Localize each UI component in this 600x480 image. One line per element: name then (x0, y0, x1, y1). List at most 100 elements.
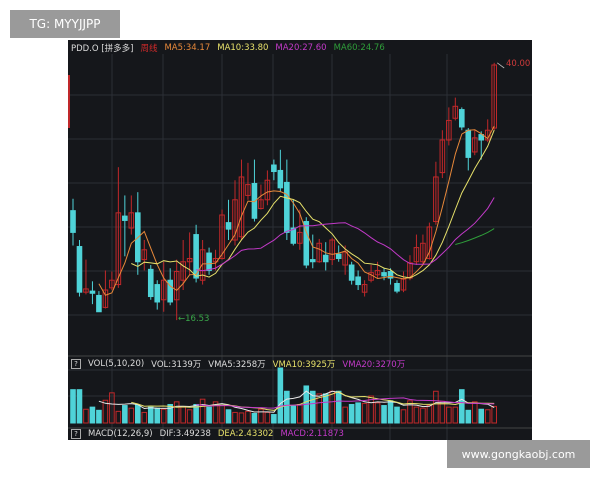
candle-body (413, 247, 420, 263)
volume-bar (297, 403, 303, 424)
candle-body (160, 279, 167, 301)
volume-bar (167, 403, 174, 424)
candle-body (70, 210, 76, 233)
volume-bar (465, 409, 472, 424)
candle-body (245, 184, 251, 196)
candle-body (264, 179, 271, 201)
candle-body (446, 119, 452, 141)
volume-bar (433, 390, 439, 424)
volume-bar (70, 389, 76, 424)
volume-bar (491, 405, 497, 424)
candle-body (284, 181, 290, 233)
candle-body (193, 234, 199, 279)
candle-body (452, 105, 459, 119)
volume-bar (322, 393, 329, 424)
volume-bar (400, 409, 407, 424)
volume-bar (355, 402, 361, 424)
candle-body (122, 215, 128, 221)
candle-body (96, 294, 102, 313)
volume-bar (258, 408, 264, 424)
symbol-label: PDD.O [拼多多] (71, 44, 134, 54)
volume-bar (426, 405, 433, 424)
volume-bar (89, 406, 96, 424)
candle-body (147, 268, 154, 298)
watermark-bottom-right: www.gongkaobj.com (447, 440, 590, 468)
candle-body (387, 271, 394, 279)
volume-bar (109, 392, 115, 424)
volume-indicator: VOL(5,10,20) (88, 359, 145, 369)
ma20-value: MA20:27.60 (275, 43, 327, 53)
candle-body (465, 129, 472, 158)
candle-body (361, 284, 368, 293)
volume-bar (413, 406, 420, 424)
candle-body (206, 252, 212, 271)
high-price-label: 40.00 (506, 59, 531, 69)
candle-body (76, 246, 83, 293)
volume-bar (238, 412, 245, 424)
candle-body (459, 109, 465, 128)
candle-body (355, 276, 361, 286)
candle-body (381, 272, 387, 277)
candle-body (258, 199, 264, 209)
candle-body (154, 284, 161, 303)
dif-value: DIF:3.49238 (159, 429, 211, 439)
candle-body (309, 259, 316, 263)
candle-body (271, 164, 277, 173)
candle-body (491, 64, 497, 129)
volume-bar (96, 409, 102, 424)
vma5-value: VMA5:3258万 (208, 360, 266, 370)
vma10-value: VMA10:3925万 (272, 360, 336, 370)
candle-body (180, 261, 186, 281)
high-price-pointer (496, 62, 505, 69)
help-icon[interactable]: ? (71, 429, 81, 439)
volume-bar (394, 406, 400, 424)
candle-body (471, 137, 478, 153)
macd-indicator: MACD(12,26,9) (88, 429, 153, 439)
volume-bar (76, 389, 83, 424)
ma10-value: MA10:33.80 (217, 43, 269, 53)
price-header: PDD.O [拼多多] 周线 MA5:34.17 MA10:33.80 MA20… (71, 42, 385, 54)
watermark-top-left: TG: MYYJJPP (10, 10, 120, 38)
dea-value: DEA:2.43302 (217, 429, 274, 439)
candle-body (186, 257, 193, 263)
arrow-left-icon: ← (178, 314, 186, 324)
candle-body (478, 134, 485, 141)
volume-bar (290, 405, 297, 424)
volume-bar (251, 412, 258, 424)
candle-body (374, 269, 381, 276)
period-label[interactable]: 周线 (140, 44, 158, 54)
volume-bar (122, 405, 128, 424)
vma5-line (98, 390, 495, 413)
candle-body (329, 239, 335, 261)
volume-bar (141, 411, 148, 424)
low-price-label: ←16.53 (178, 314, 209, 324)
stock-chart[interactable]: PDD.O [拼多多] 周线 MA5:34.17 MA10:33.80 MA20… (68, 40, 532, 440)
candle-body (238, 176, 245, 238)
volume-bar (115, 410, 122, 424)
volume-bar (199, 398, 206, 424)
candle-body (303, 221, 310, 266)
candle-body (297, 231, 303, 244)
volume-bar (128, 407, 135, 424)
volume-bar (264, 411, 271, 424)
candle-body (141, 249, 148, 261)
candle-body (89, 290, 96, 294)
volume-bar (368, 395, 374, 424)
help-icon[interactable]: ? (71, 359, 81, 369)
volume-bar (83, 408, 89, 424)
ma5-value: MA5:34.17 (164, 43, 211, 53)
candle-body (173, 271, 180, 301)
left-edge-marker (68, 75, 70, 128)
vma20-line (196, 397, 495, 409)
volume-header: ? VOL(5,10,20) VOL:3139万 VMA5:3258万 VMA1… (71, 358, 405, 370)
volume-bar (361, 402, 368, 424)
volume-bar (387, 400, 394, 424)
volume-bar (484, 409, 491, 424)
candle-body (433, 176, 439, 223)
candle-body (225, 222, 232, 230)
vma20-value: VMA20:3270万 (342, 360, 406, 370)
volume-bar (102, 399, 109, 424)
volume-bar (478, 408, 485, 424)
volume-bar (271, 414, 277, 424)
ma60-value: MA60:24.76 (333, 43, 385, 53)
